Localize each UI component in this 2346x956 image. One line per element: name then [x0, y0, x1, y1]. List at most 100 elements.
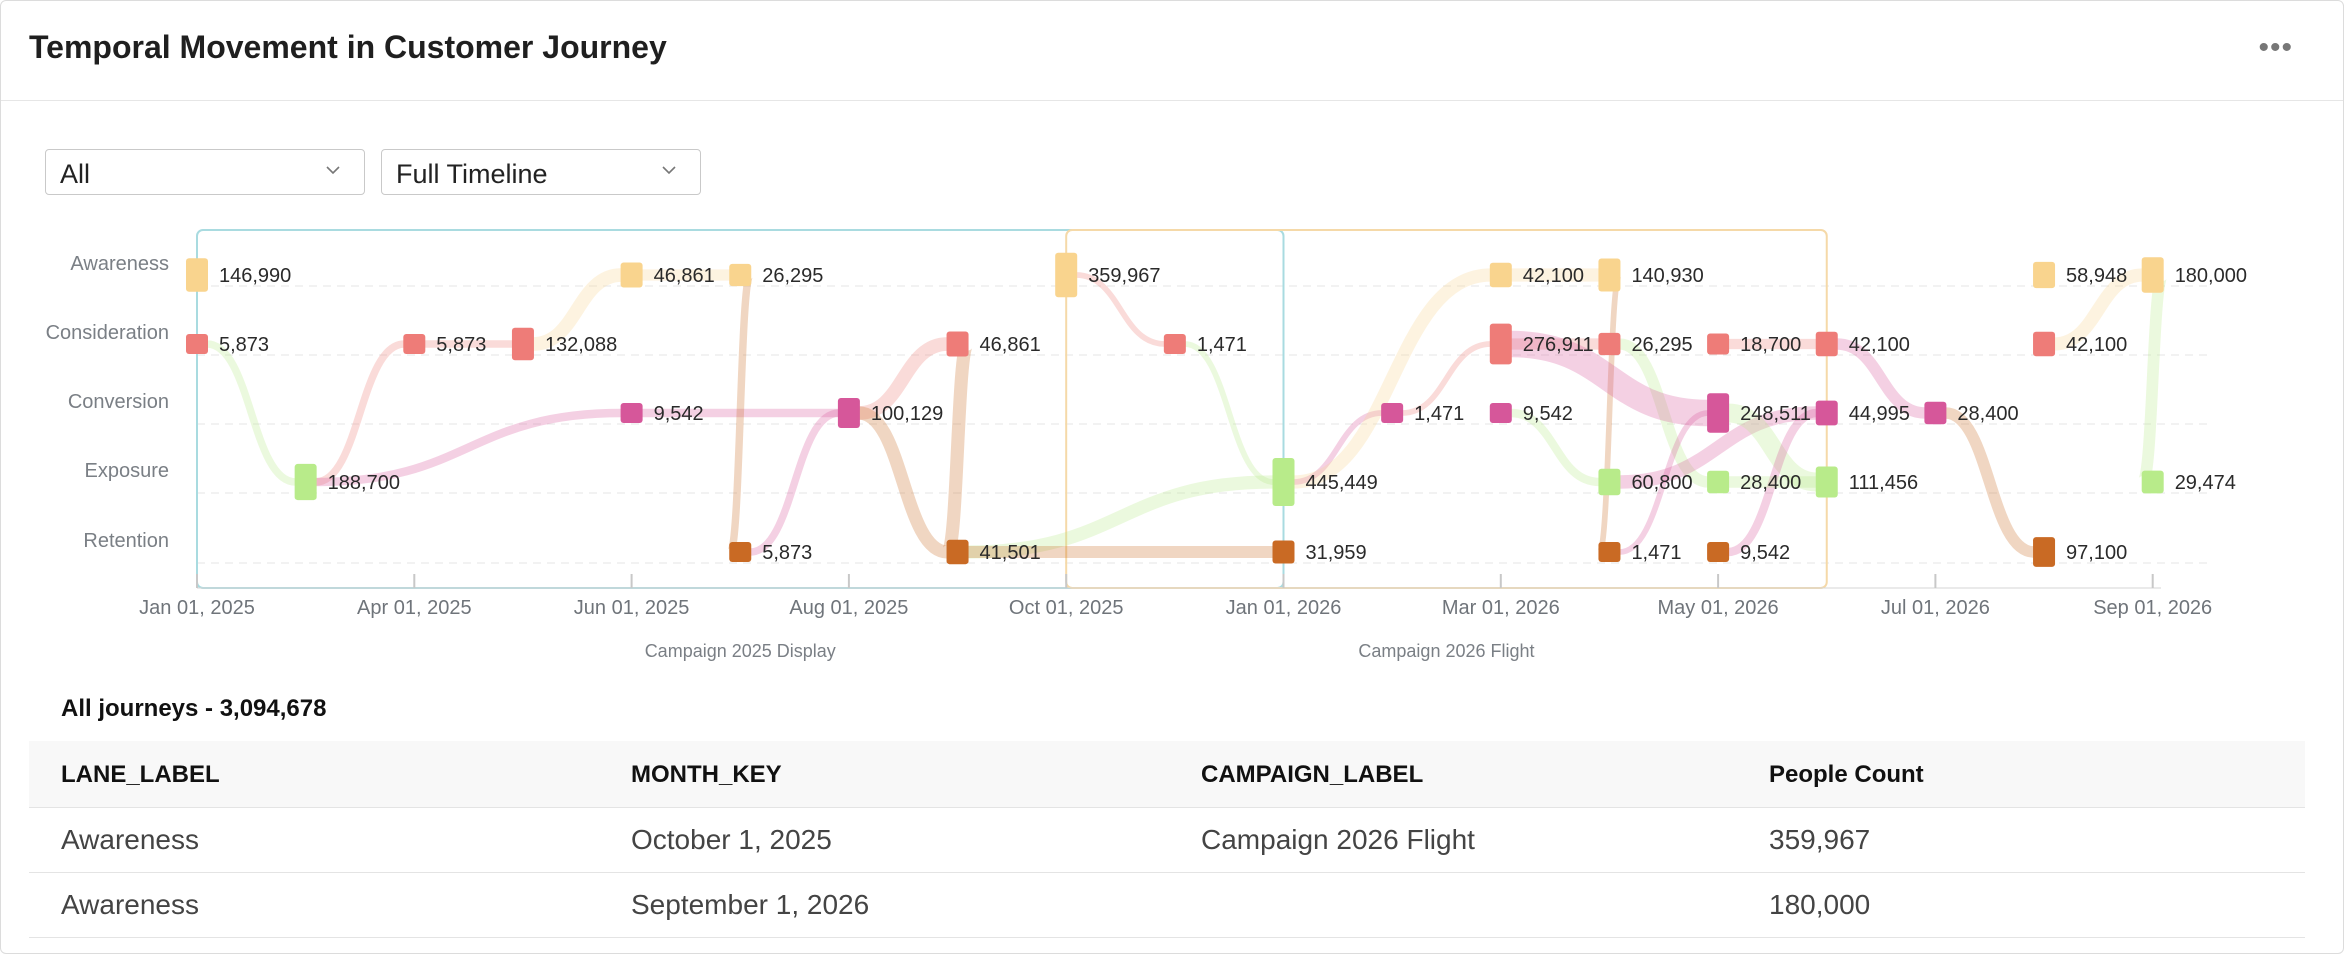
flow-link — [1075, 272, 1166, 347]
x-tick-label: Jan 01, 2026 — [1226, 597, 1342, 619]
flow-link — [1401, 341, 1492, 416]
flow-node — [1707, 542, 1730, 562]
flow-node — [1381, 403, 1404, 423]
more-options-icon[interactable]: ••• — [2258, 31, 2293, 64]
flow-link — [726, 271, 754, 556]
timeline-select[interactable]: Full Timeline — [381, 149, 701, 195]
node-value-label: 5,873 — [219, 334, 269, 356]
flow-link — [858, 337, 949, 420]
flow-link — [1293, 410, 1383, 485]
flow-node — [1815, 466, 1838, 498]
flow-link — [1727, 408, 1818, 557]
flow-node — [1924, 401, 1947, 425]
flow-link — [2053, 268, 2144, 351]
segment-select[interactable]: All — [45, 149, 365, 195]
node-value-label: 5,873 — [436, 334, 486, 356]
x-tick-label: Jan 01, 2025 — [139, 597, 255, 619]
flow-node — [2033, 537, 2056, 567]
node-value-label: 46,861 — [980, 334, 1041, 356]
chevron-down-icon — [662, 166, 676, 175]
cell-lane-label: Awareness — [61, 889, 200, 920]
flow-link — [941, 337, 975, 559]
flow-link — [967, 475, 1274, 559]
node-value-label: 97,100 — [2066, 542, 2127, 564]
column-header-people-count[interactable]: People Count — [1769, 761, 1924, 788]
flow-node — [620, 262, 643, 288]
campaign-label: Campaign 2026 Flight — [1358, 641, 1534, 661]
x-tick-label: Jun 01, 2025 — [574, 597, 690, 619]
cell-month-key: October 1, 2025 — [631, 824, 832, 855]
cell-month-key: September 1, 2026 — [631, 889, 870, 920]
node-value-label: 41,501 — [980, 542, 1041, 564]
flow-node — [1489, 403, 1512, 423]
node-value-label: 132,088 — [545, 334, 617, 356]
node-value-label: 445,449 — [1306, 472, 1378, 494]
x-tick-label: Sep 01, 2026 — [2093, 597, 2212, 619]
flow-node — [946, 331, 969, 357]
flow-link — [1293, 268, 1492, 489]
flow-link — [2136, 269, 2169, 488]
flow-node — [1707, 470, 1730, 494]
segment-select-value: All — [60, 159, 91, 189]
flow-node — [2141, 470, 2164, 494]
cell-campaign-label: Campaign 2026 Flight — [1201, 824, 1475, 855]
node-value-label: 42,100 — [1523, 265, 1584, 287]
flow-node — [1272, 540, 1295, 564]
node-value-label: 1,471 — [1631, 542, 1681, 564]
column-header-campaign-label[interactable]: CAMPAIGN_LABEL — [1201, 761, 1424, 788]
node-value-label: 1,471 — [1414, 403, 1464, 425]
column-header-month-key[interactable]: MONTH_KEY — [631, 761, 782, 788]
flow-link — [1596, 272, 1623, 555]
node-value-label: 276,911 — [1523, 334, 1594, 356]
cell-people-count: 359,967 — [1769, 824, 1871, 855]
node-value-label: 9,542 — [1740, 542, 1790, 564]
flow-node — [1598, 468, 1621, 496]
node-value-label: 9,542 — [1523, 403, 1573, 425]
flow-link — [1619, 406, 1817, 489]
node-value-label: 58,948 — [2066, 265, 2127, 287]
chevron-down-icon — [326, 166, 340, 175]
x-tick-label: Aug 01, 2025 — [789, 597, 908, 619]
flow-node — [186, 258, 208, 292]
flow-link — [1510, 330, 1709, 427]
node-value-label: 248,511 — [1740, 403, 1811, 425]
flow-node — [837, 397, 860, 429]
node-value-label: 1,471 — [1197, 334, 1247, 356]
card-title: Temporal Movement in Customer Journey — [29, 29, 667, 65]
flow-link — [1184, 341, 1274, 485]
node-value-label: 9,542 — [654, 403, 704, 425]
flow-node — [1163, 334, 1186, 354]
flow-node — [2033, 261, 2056, 289]
node-value-label: 18,700 — [1740, 334, 1801, 356]
flow-node — [511, 327, 534, 361]
node-value-label: 44,995 — [1849, 403, 1910, 425]
flow-node — [186, 334, 208, 354]
flow-link — [206, 340, 297, 486]
table-row[interactable]: Awareness October 1, 2025 Campaign 2026 … — [29, 808, 2305, 873]
node-value-label: 28,400 — [1957, 403, 2018, 425]
node-value-label: 111,456 — [1849, 472, 1918, 494]
node-value-label: 5,873 — [762, 542, 812, 564]
node-value-label: 28,400 — [1740, 472, 1801, 494]
node-value-label: 146,990 — [219, 265, 291, 287]
node-value-label: 26,295 — [762, 265, 823, 287]
node-value-label: 359,967 — [1088, 265, 1160, 287]
journey-table: LANE_LABEL MONTH_KEY CAMPAIGN_LABEL Peop… — [29, 741, 2305, 938]
column-header-lane-label[interactable]: LANE_LABEL — [61, 761, 220, 788]
journey-sankey-chart: Awareness Consideration Conversion Exposure… — [46, 229, 2247, 661]
node-value-label: 31,959 — [1306, 542, 1367, 564]
flow-link — [1727, 403, 1818, 492]
flow-node — [729, 263, 752, 287]
flow-node — [1815, 400, 1838, 426]
flow-node — [1272, 458, 1295, 506]
flow-node — [946, 539, 969, 565]
flow-link — [857, 406, 949, 559]
flow-link — [315, 340, 405, 486]
cell-lane-label: Awareness — [61, 824, 200, 855]
lane-label: Conversion — [68, 391, 169, 413]
node-value-label: 46,861 — [654, 265, 715, 287]
x-tick-label: Oct 01, 2025 — [1009, 597, 1124, 619]
node-value-label: 60,800 — [1631, 472, 1692, 494]
table-row[interactable]: Awareness September 1, 2026 180,000 — [29, 873, 2305, 938]
